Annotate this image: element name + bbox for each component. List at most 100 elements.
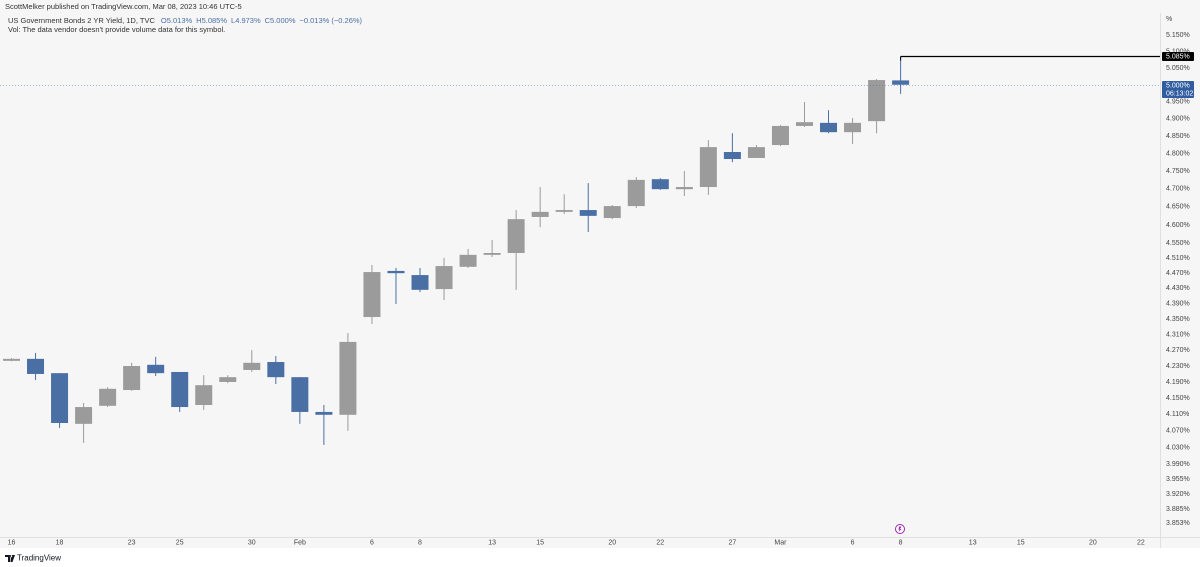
candle-body: [699, 147, 717, 188]
x-tick-label: 15: [536, 539, 544, 546]
price-label-box: [1162, 81, 1194, 98]
candle-body: [651, 179, 669, 190]
candle-body: [147, 364, 165, 374]
candle-body: [435, 266, 453, 290]
price-label: 5.000%: [1166, 82, 1190, 89]
y-tick-label: 4.030%: [1166, 444, 1190, 451]
y-tick-label: 4.430%: [1166, 285, 1190, 292]
y-tick-label: 4.850%: [1166, 133, 1190, 140]
y-tick-label: 3.920%: [1166, 491, 1190, 498]
price-label: 5.085%: [1166, 53, 1190, 60]
candle-body: [723, 152, 741, 160]
x-tick-label: 8: [899, 539, 903, 546]
brand: TradingView: [5, 554, 61, 563]
x-tick-label: 8: [418, 539, 422, 546]
candle-body: [171, 371, 189, 408]
y-tick-label: 5.100%: [1166, 48, 1190, 55]
change-label: −0.013% (−0.26%): [300, 16, 363, 25]
published-note: ScottMelker published on TradingView.com…: [5, 2, 242, 11]
y-tick-label: 4.190%: [1166, 379, 1190, 386]
candle-body: [747, 147, 765, 158]
candles: [3, 56, 910, 445]
y-tick-label: 4.350%: [1166, 316, 1190, 323]
y-tick-label: 4.150%: [1166, 395, 1190, 402]
x-tick-label: 6: [370, 539, 374, 546]
candle-body: [123, 365, 141, 391]
candle-body: [820, 122, 838, 133]
x-tick-label: 22: [656, 539, 664, 546]
event-glyph: [898, 526, 902, 532]
y-tick-label: 4.950%: [1166, 99, 1190, 106]
brand-logo: [5, 555, 15, 562]
chart-title: US Government Bonds 2 YR Yield, 1D, TVC: [8, 16, 155, 25]
candle-body: [675, 187, 693, 190]
candle-body: [771, 125, 789, 146]
volume-note: Vol: The data vendor doesn't provide vol…: [8, 25, 225, 34]
candle-body: [868, 80, 886, 122]
candle-body: [411, 275, 429, 290]
close-label: C5.000%: [265, 16, 296, 25]
brand-name: TradingView: [17, 554, 61, 563]
candle-body: [75, 407, 93, 424]
candle-body: [363, 272, 381, 318]
legend-line: US Government Bonds 2 YR Yield, 1D, TVC O…: [8, 16, 363, 25]
candle-body: [243, 362, 261, 370]
candle-body: [267, 362, 285, 378]
y-tick-label: 4.550%: [1166, 240, 1190, 247]
open-label: O5.013%: [161, 16, 193, 25]
x-tick-label: 13: [969, 539, 977, 546]
y-tick-label: 4.650%: [1166, 204, 1190, 211]
candle-body: [99, 388, 117, 406]
price-label-box: [1162, 52, 1194, 61]
x-tick-label: 25: [176, 539, 184, 546]
candle-body: [531, 211, 549, 217]
candle-body: [892, 80, 910, 85]
y-tick-label: 3.853%: [1166, 520, 1190, 527]
x-tick-label: 15: [1017, 539, 1025, 546]
candle-body: [339, 341, 357, 415]
candle-body: [795, 122, 813, 126]
x-tick-label: 6: [851, 539, 855, 546]
y-tick-label: 4.310%: [1166, 331, 1190, 338]
y-tick-label: 3.885%: [1166, 506, 1190, 513]
x-tick-label: 23: [128, 539, 136, 546]
y-tick-label: 3.990%: [1166, 461, 1190, 468]
x-tick-label: 13: [488, 539, 496, 546]
y-tick-label: 4.600%: [1166, 222, 1190, 229]
y-tick-label: 3.955%: [1166, 476, 1190, 483]
price-countdown: 06:13:02: [1166, 90, 1193, 97]
y-tick-label: 4.510%: [1166, 255, 1190, 262]
x-tick-label: 30: [248, 539, 256, 546]
x-tick-label: 18: [56, 539, 64, 546]
y-tick-label: 4.110%: [1166, 411, 1189, 418]
candle-body: [195, 385, 213, 406]
y-tick-label: 5.050%: [1166, 65, 1190, 72]
candle-body: [219, 377, 237, 382]
y-tick-label: 4.230%: [1166, 363, 1190, 370]
y-tick-label: 4.900%: [1166, 116, 1190, 123]
x-tick-label: 16: [8, 539, 16, 546]
candle-body: [315, 411, 333, 415]
candle-body: [507, 219, 525, 253]
x-tick-label: 20: [1089, 539, 1097, 546]
y-tick-label: 4.800%: [1166, 150, 1190, 157]
candle-body: [3, 358, 20, 361]
y-tick-label: 4.470%: [1166, 270, 1190, 277]
x-tick-label: 27: [729, 539, 737, 546]
axis-unit: %: [1166, 16, 1172, 23]
y-tick-label: 4.070%: [1166, 428, 1190, 435]
candle-body: [555, 210, 573, 212]
x-tick-label: 20: [608, 539, 616, 546]
candle-body: [51, 373, 69, 424]
x-tick-label: 22: [1137, 539, 1145, 546]
event-icon: [895, 524, 905, 534]
y-tick-label: 5.150%: [1166, 32, 1190, 39]
low-label: L4.973%: [231, 16, 261, 25]
high-label: H5.085%: [196, 16, 227, 25]
y-tick-label: 4.750%: [1166, 168, 1190, 175]
candle-body: [844, 122, 862, 133]
y-tick-label: 4.700%: [1166, 186, 1190, 193]
candle-body: [603, 206, 621, 219]
